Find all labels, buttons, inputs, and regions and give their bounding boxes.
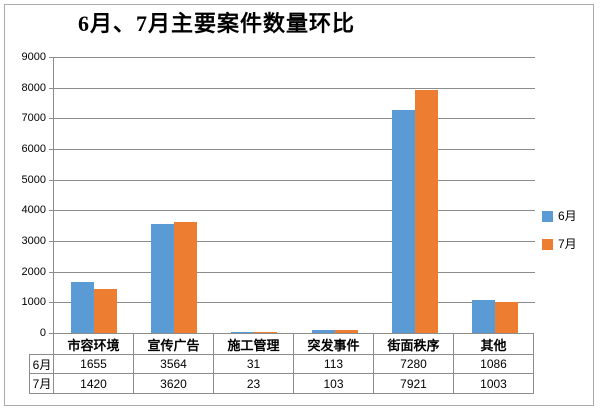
y-tick-mark-1000	[49, 302, 54, 304]
legend-item-1: 7月	[542, 230, 577, 258]
table-cell-series1-cat2: 23	[214, 374, 294, 393]
bar-series0-cat5	[472, 300, 495, 333]
legend-item-0: 6月	[542, 202, 577, 230]
table-cell-series1-cat4: 7921	[374, 374, 454, 393]
y-tick-label-1000: 1000	[21, 296, 46, 309]
y-tick-label-4000: 4000	[21, 204, 46, 217]
category-label-5: 其他	[480, 337, 507, 353]
bar-series1-cat1	[174, 222, 197, 333]
bar-series1-cat4	[415, 90, 438, 333]
table-cell-series1-cat0: 1420	[54, 374, 134, 393]
y-tick-label-8000: 8000	[21, 81, 46, 94]
bar-series1-cat0	[94, 289, 117, 333]
category-label-1: 宣传广告	[134, 334, 214, 354]
category-label-0: 市容环境	[54, 334, 134, 354]
legend-label: 6月	[558, 209, 577, 223]
gridline-3000	[54, 241, 535, 242]
table-cell-series1-cat1: 3620	[134, 374, 214, 393]
y-tick-mark-8000	[49, 87, 54, 89]
y-tick-label-7000: 7000	[21, 112, 46, 125]
bar-series1-cat3	[335, 330, 358, 333]
bar-series0-cat0	[71, 282, 94, 333]
bar-series0-cat3	[312, 330, 335, 333]
bar-series1-cat2	[254, 332, 277, 333]
y-tick-mark-5000	[49, 179, 54, 181]
legend-swatch-icon	[542, 210, 553, 222]
y-tick-mark-4000	[49, 210, 54, 212]
legend-label: 7月	[558, 237, 577, 251]
chart-title: 6月、7月主要案件数量环比	[78, 11, 356, 36]
y-tick-mark-0	[49, 333, 54, 334]
bar-series1-cat5	[495, 302, 518, 333]
table-row: 1655 3564 31 113 7280 1086	[54, 355, 533, 374]
y-tick-label-0: 0	[39, 327, 46, 339]
table-cell-series1-cat3: 103	[294, 374, 374, 393]
gridline-4000	[54, 210, 535, 212]
y-tick-mark-3000	[49, 241, 54, 242]
table-cell-series0-cat5: 1086	[480, 357, 507, 371]
table-cell-series0-cat2: 31	[214, 355, 294, 373]
gridline-2000	[54, 271, 535, 273]
table-row: 1420 3620 23 103 7921 1003	[54, 374, 533, 393]
bar-series0-cat2	[231, 332, 254, 333]
y-tick-label-5000: 5000	[21, 173, 46, 186]
category-label-3: 突发事件	[294, 334, 374, 354]
category-label-4: 街面秩序	[374, 334, 454, 354]
table-row-label-1: 7月	[32, 377, 52, 391]
y-tick-label-2000: 2000	[21, 265, 46, 278]
gridline-5000	[54, 179, 535, 181]
category-label-2: 施工管理	[214, 334, 294, 354]
table-cell-series1-cat5: 1003	[480, 376, 507, 391]
y-tick-label-6000: 6000	[21, 143, 46, 155]
gridline-8000	[54, 87, 535, 89]
gridline-1000	[54, 302, 535, 304]
table-cell-series0-cat1: 3564	[134, 355, 214, 373]
plot-area	[49, 57, 535, 334]
y-tick-mark-7000	[49, 118, 54, 120]
data-table-row-labels: 6月 7月	[29, 354, 54, 394]
chart-outer-frame	[4, 4, 594, 406]
legend-swatch-icon	[542, 238, 553, 250]
table-cell-series0-cat4: 7280	[374, 355, 454, 373]
bar-series0-cat1	[151, 224, 174, 333]
gridline-9000	[54, 57, 535, 58]
y-tick-mark-2000	[49, 271, 54, 273]
y-tick-label-9000: 9000	[21, 51, 46, 63]
table-cell-series0-cat3: 113	[294, 355, 374, 373]
y-tick-label-3000: 3000	[21, 235, 46, 247]
x-axis-category-header: 市容环境 宣传广告 施工管理 突发事件 街面秩序 其他	[53, 333, 534, 355]
gridline-6000	[54, 149, 535, 150]
table-cell-series0-cat0: 1655	[54, 355, 134, 373]
y-tick-mark-6000	[49, 149, 54, 150]
gridline-7000	[54, 118, 535, 120]
table-row-label-0: 6月	[30, 355, 54, 374]
legend: 6月 7月	[542, 202, 577, 258]
bar-series0-cat4	[392, 110, 415, 333]
y-tick-mark-9000	[49, 57, 54, 58]
data-table-rows: 1655 3564 31 113 7280 1086 1420 3620 23 103 7921 10…	[53, 354, 534, 394]
